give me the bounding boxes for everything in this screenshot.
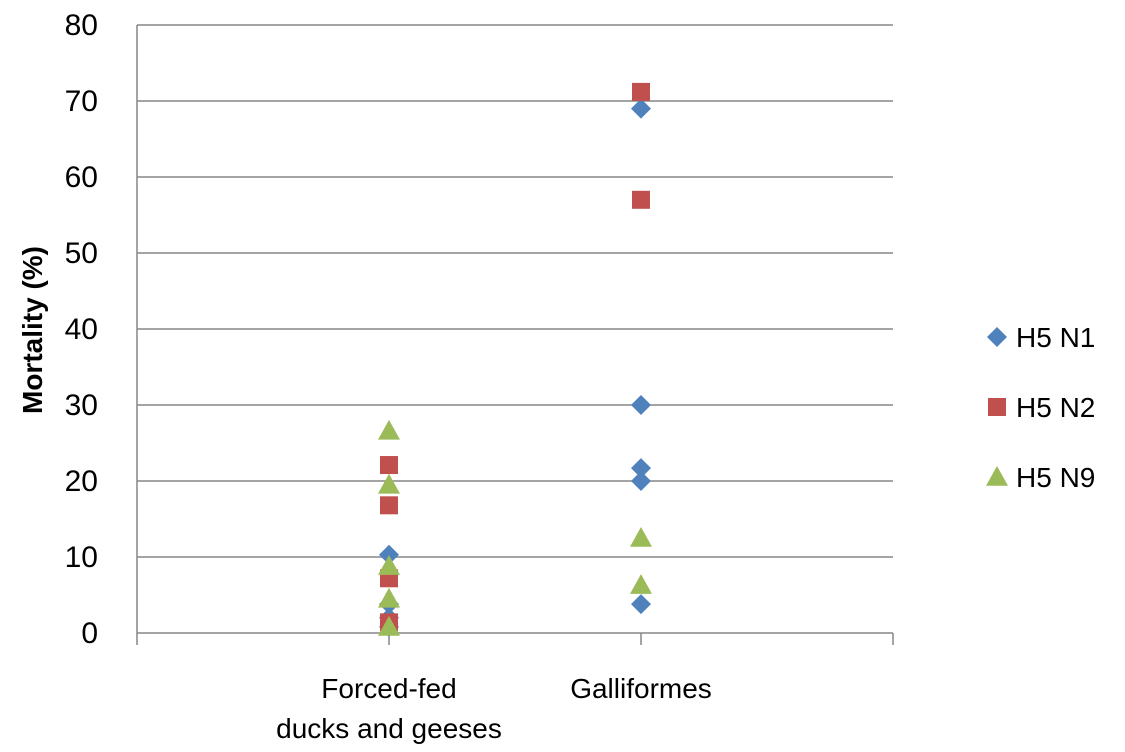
data-point: [378, 587, 400, 608]
y-axis-title: Mortality (%): [17, 246, 48, 414]
y-tick-label: 20: [65, 465, 98, 498]
data-point: [379, 544, 399, 565]
y-tick-label: 40: [65, 313, 98, 346]
x-category-label-line: Forced-fed: [321, 673, 456, 704]
y-tick-label: 10: [65, 541, 98, 574]
y-tick-label: 60: [65, 161, 98, 194]
data-point: [378, 555, 400, 575]
legend-label: H5 N9: [1016, 462, 1095, 493]
axes: [136, 25, 893, 634]
data-point: [630, 574, 652, 594]
y-tick-labels: 0 10 20 30 40 50 60 70 80: [65, 9, 98, 650]
y-tick-label: 0: [81, 617, 98, 650]
x-tick-marks: [136, 633, 894, 645]
data-point: [378, 419, 400, 440]
series-h5-n9: [378, 419, 652, 636]
series-h5-n2: [380, 82, 650, 632]
data-point: [380, 456, 398, 475]
data-points: [378, 82, 652, 637]
data-point: [630, 527, 652, 547]
x-category-label: Forced-fed ducks and geeses: [276, 673, 502, 744]
series-h5-n1: [379, 98, 651, 637]
legend-item: H5 N9: [986, 462, 1095, 493]
legend: H5 N1 H5 N2 H5 N9: [986, 322, 1095, 493]
data-point: [378, 615, 400, 636]
data-point: [631, 98, 651, 119]
x-category-label-line: Galliformes: [570, 673, 712, 704]
data-point: [631, 594, 651, 615]
data-point: [378, 473, 400, 494]
y-tick-label: 80: [65, 9, 98, 42]
legend-marker: [987, 327, 1007, 347]
data-point: [632, 190, 650, 209]
y-tick-label: 50: [65, 237, 98, 270]
legend-label: H5 N2: [1016, 392, 1095, 423]
x-category-labels: Forced-fed ducks and geeses Galliformes: [276, 673, 712, 744]
x-category-label: Galliformes: [570, 673, 712, 704]
data-point: [632, 82, 650, 101]
y-tick-label: 70: [65, 85, 98, 118]
legend-item: H5 N1: [987, 322, 1095, 353]
data-point: [380, 496, 398, 515]
legend-label: H5 N1: [1016, 322, 1095, 353]
data-point: [631, 471, 651, 491]
data-point: [631, 395, 651, 415]
gridlines: [137, 24, 893, 558]
y-tick-label: 30: [65, 389, 98, 422]
legend-marker: [988, 398, 1006, 416]
legend-marker: [986, 466, 1008, 486]
data-point: [631, 458, 651, 479]
x-category-label-line: ducks and geeses: [276, 713, 502, 744]
legend-item: H5 N2: [988, 392, 1095, 423]
